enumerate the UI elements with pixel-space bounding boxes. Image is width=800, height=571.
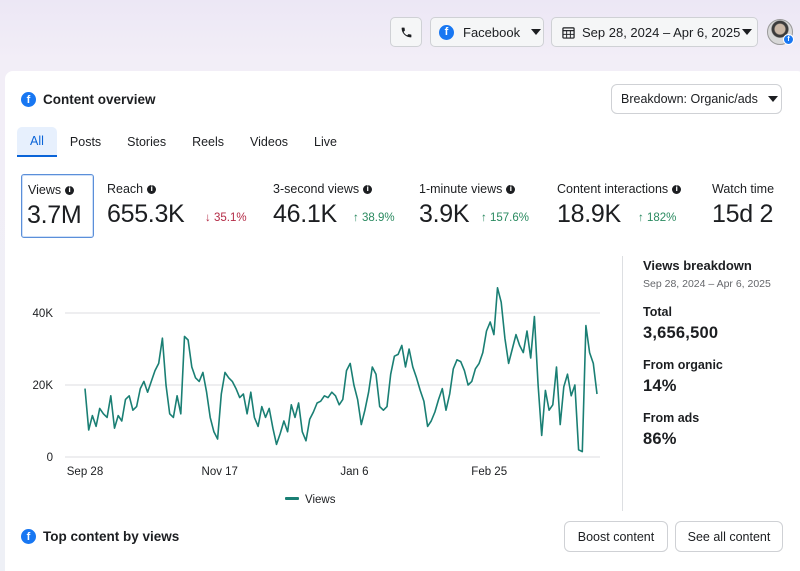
metric-change: 182%	[646, 212, 677, 224]
metric-label: Content interactions	[557, 182, 669, 196]
chart-divider	[622, 256, 623, 511]
breakdown-label: Breakdown: Organic/ads	[621, 92, 758, 106]
tab-videos[interactable]: Videos	[250, 135, 289, 149]
x-tick-label: Feb 25	[471, 466, 507, 478]
phone-button[interactable]	[390, 17, 422, 47]
caret-down-icon	[742, 29, 752, 35]
total-value: 3,656,500	[643, 324, 719, 342]
arrow-up-icon: ↑	[481, 212, 487, 224]
metric-watch-time[interactable]: Watch time 15d 2	[706, 174, 800, 238]
metric-change: 157.6%	[489, 212, 529, 224]
x-tick-label: Sep 28	[67, 466, 103, 478]
metric-value: 3.7M	[27, 201, 82, 229]
arrow-up-icon: ↑	[638, 212, 644, 224]
metric-views[interactable]: Views i 3.7M	[21, 174, 94, 238]
date-range-label: Sep 28, 2024 – Apr 6, 2025	[582, 24, 741, 40]
organic-value: 14%	[643, 377, 677, 395]
views-breakdown-title: Views breakdown	[643, 258, 752, 273]
date-range-selector[interactable]: Sep 28, 2024 – Apr 6, 2025	[551, 17, 758, 47]
facebook-badge-icon: f	[783, 34, 794, 45]
metrics-row: Views i 3.7M Reach i 655.3K ↓ 35.1% 3-seco…	[21, 174, 800, 238]
content-overview-card: f Content overview Breakdown: Organic/ad…	[5, 71, 800, 571]
metric-change: 38.9%	[361, 212, 395, 224]
facebook-icon: f	[21, 529, 36, 544]
tab-reels[interactable]: Reels	[192, 135, 225, 149]
phone-icon	[401, 27, 411, 37]
top-bar: f Facebook Sep 28, 2024 – Apr 6, 2025 f	[0, 17, 800, 49]
ads-label: From ads	[643, 411, 700, 425]
views-breakdown-date: Sep 28, 2024 – Apr 6, 2025	[643, 278, 771, 290]
caret-down-icon	[531, 29, 541, 35]
metric-reach[interactable]: Reach i 655.3K ↓ 35.1%	[101, 174, 256, 238]
info-icon[interactable]: i	[147, 184, 157, 194]
metric-content-interactions[interactable]: Content interactions i 18.9K ↑ 182%	[551, 174, 701, 238]
y-tick-label: 20K	[33, 380, 54, 392]
arrow-down-icon: ↓	[205, 212, 211, 224]
caret-down-icon	[767, 96, 778, 102]
info-icon[interactable]: i	[506, 184, 516, 194]
platform-label: Facebook	[463, 24, 521, 40]
tab-posts[interactable]: Posts	[69, 135, 102, 149]
metric-label: Views	[28, 183, 62, 197]
legend-swatch	[285, 497, 299, 500]
top-content-header: f Top content by views	[21, 529, 179, 544]
metric-value: 18.9K	[557, 200, 621, 228]
info-icon[interactable]: i	[65, 185, 75, 195]
views-line-chart: 0 20K 40K Sep 28 Nov 17 Jan 6 Feb 25 Views	[33, 287, 600, 506]
total-label: Total	[643, 305, 672, 319]
metric-label: Watch time	[712, 182, 775, 196]
views-chart: 0 20K 40K Sep 28 Nov 17 Jan 6 Feb 25 Views	[5, 251, 605, 521]
legend-label: Views	[305, 494, 336, 506]
tab-live[interactable]: Live	[314, 135, 337, 149]
info-icon[interactable]: i	[363, 184, 373, 194]
y-tick-label: 40K	[33, 308, 54, 320]
breakdown-dropdown[interactable]: Breakdown: Organic/ads	[611, 84, 782, 114]
metric-label: Reach	[107, 182, 144, 196]
metric-3-second-views[interactable]: 3-second views i 46.1K ↑ 38.9%	[267, 174, 407, 238]
info-icon[interactable]: i	[672, 184, 682, 194]
metric-label: 3-second views	[273, 182, 360, 196]
organic-label: From organic	[643, 358, 723, 372]
see-all-content-button[interactable]: See all content	[675, 521, 783, 552]
x-tick-label: Nov 17	[202, 466, 238, 478]
y-tick-label: 0	[47, 452, 53, 464]
metric-value: 46.1K	[273, 200, 337, 228]
facebook-icon: f	[21, 92, 36, 107]
metric-value: 3.9K	[419, 200, 470, 228]
top-content-title: Top content by views	[43, 529, 180, 544]
ads-value: 86%	[643, 430, 677, 448]
platform-selector[interactable]: f Facebook	[430, 17, 544, 47]
metric-label: 1-minute views	[419, 182, 503, 196]
calendar-icon	[562, 26, 575, 39]
x-tick-label: Jan 6	[340, 466, 368, 478]
tab-all[interactable]: All	[17, 127, 57, 157]
series-line-views	[84, 287, 598, 453]
views-breakdown-panel: Views breakdown Sep 28, 2024 – Apr 6, 20…	[643, 258, 800, 449]
boost-content-button[interactable]: Boost content	[564, 521, 668, 552]
content-type-tabs: All Posts Stories Reels Videos Live	[17, 127, 350, 157]
tab-stories[interactable]: Stories	[127, 135, 167, 149]
content-overview-title: Content overview	[43, 92, 156, 107]
metric-value: 15d 2	[712, 200, 774, 228]
metric-change: 35.1%	[213, 212, 247, 224]
content-overview-header: f Content overview	[21, 92, 156, 107]
metric-value: 655.3K	[107, 200, 185, 228]
metric-1-minute-views[interactable]: 1-minute views i 3.9K ↑ 157.6%	[413, 174, 553, 238]
arrow-up-icon: ↑	[353, 212, 359, 224]
facebook-icon: f	[439, 24, 454, 40]
